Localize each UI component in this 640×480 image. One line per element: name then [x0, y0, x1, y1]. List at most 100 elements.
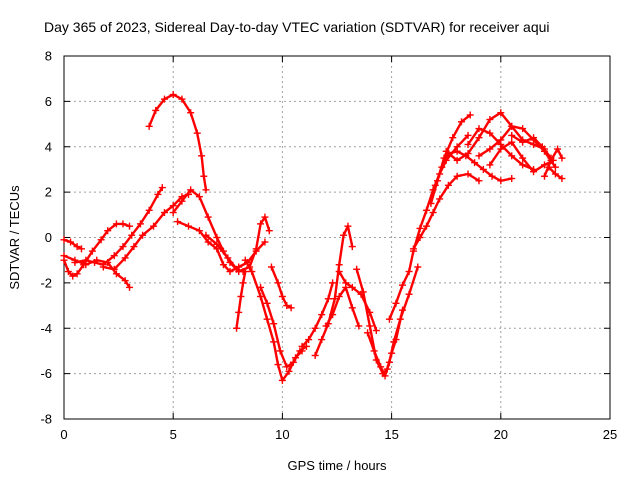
data-point [438, 163, 446, 171]
data-point [342, 279, 350, 287]
series-trace [73, 186, 164, 266]
data-point [110, 252, 118, 260]
data-point [519, 154, 527, 162]
y-tick-label: 6 [45, 94, 52, 109]
series-trace [259, 286, 308, 368]
data-point [475, 177, 483, 185]
series-arc-15 [311, 222, 356, 359]
data-point [497, 145, 505, 153]
data-point [471, 159, 479, 167]
data-point [390, 338, 398, 346]
data-point [335, 292, 343, 300]
data-point [311, 324, 319, 332]
data-point [99, 263, 107, 271]
axes: 0 5 10 15 20 25 -8 -6 -4 -2 0 2 4 6 8 [40, 49, 617, 443]
data-point [486, 145, 494, 153]
data-point [385, 358, 393, 366]
series-trace [388, 134, 470, 321]
data-point [274, 279, 282, 287]
data-point [497, 109, 505, 117]
data-point [91, 258, 99, 266]
data-point [158, 184, 166, 192]
data-point [219, 261, 227, 269]
data-point [285, 367, 293, 375]
data-point [213, 240, 221, 248]
data-point [97, 236, 105, 244]
data-point [486, 116, 494, 124]
data-point [475, 152, 483, 160]
data-point [497, 136, 505, 144]
data-point [311, 351, 319, 359]
data-point [248, 268, 256, 276]
data-point [427, 199, 435, 207]
data-point [287, 304, 295, 312]
data-point [296, 347, 304, 355]
data-point [139, 231, 147, 239]
series-trace [171, 188, 245, 273]
data-point [73, 270, 81, 278]
y-tick-label: 4 [45, 139, 52, 154]
data-point [235, 268, 243, 276]
data-point [160, 209, 168, 217]
data-point [324, 295, 332, 303]
x-tick-label: 5 [170, 427, 177, 442]
data-point [270, 338, 278, 346]
data-point [112, 220, 120, 228]
x-tick-label: 15 [384, 427, 398, 442]
data-point [551, 170, 559, 178]
data-point [457, 118, 465, 126]
data-point [464, 170, 472, 178]
series-arc-01 [60, 236, 85, 253]
series-trace [314, 224, 354, 357]
x-tick-label: 20 [494, 427, 508, 442]
data-point [538, 143, 546, 151]
data-point [257, 220, 265, 228]
data-point [202, 231, 210, 239]
data-point [540, 161, 548, 169]
series-arc-19 [364, 263, 422, 380]
data-series [60, 91, 566, 384]
data-point [263, 299, 271, 307]
data-point [204, 213, 212, 221]
data-point [396, 315, 404, 323]
series-trace [445, 111, 546, 162]
data-point [88, 247, 96, 255]
series-arc-14 [298, 279, 337, 350]
data-point [436, 195, 444, 203]
data-point [318, 311, 326, 319]
data-point [423, 206, 431, 214]
data-point [152, 106, 160, 114]
data-point [444, 181, 452, 189]
data-point [136, 220, 144, 228]
data-point [545, 163, 553, 171]
data-point [150, 222, 158, 230]
data-point [169, 202, 177, 210]
series-trace [300, 281, 334, 348]
series-arc-10 [233, 268, 249, 332]
data-point [119, 220, 127, 228]
y-axis-label: SDTVAR / TECUs [7, 185, 22, 290]
series-arc-05 [99, 190, 192, 273]
data-point [82, 256, 90, 264]
data-point [202, 186, 210, 194]
data-point [359, 288, 367, 296]
data-point [126, 283, 134, 291]
data-point [344, 222, 352, 230]
series-trace [244, 259, 304, 382]
series-arc-27 [486, 138, 557, 176]
data-point [540, 172, 548, 180]
grid-lines [64, 56, 610, 419]
data-point [340, 231, 348, 239]
data-point [554, 145, 562, 153]
data-point [270, 320, 278, 328]
y-tick-label: -8 [40, 412, 52, 427]
series-trace [543, 147, 564, 178]
y-tick-label: 2 [45, 185, 52, 200]
y-tick-label: 0 [45, 230, 52, 245]
series-arc-02 [60, 220, 134, 280]
data-point [193, 129, 201, 137]
y-tick-label: -2 [40, 275, 52, 290]
series-arc-21 [409, 170, 483, 253]
data-point [67, 238, 75, 246]
